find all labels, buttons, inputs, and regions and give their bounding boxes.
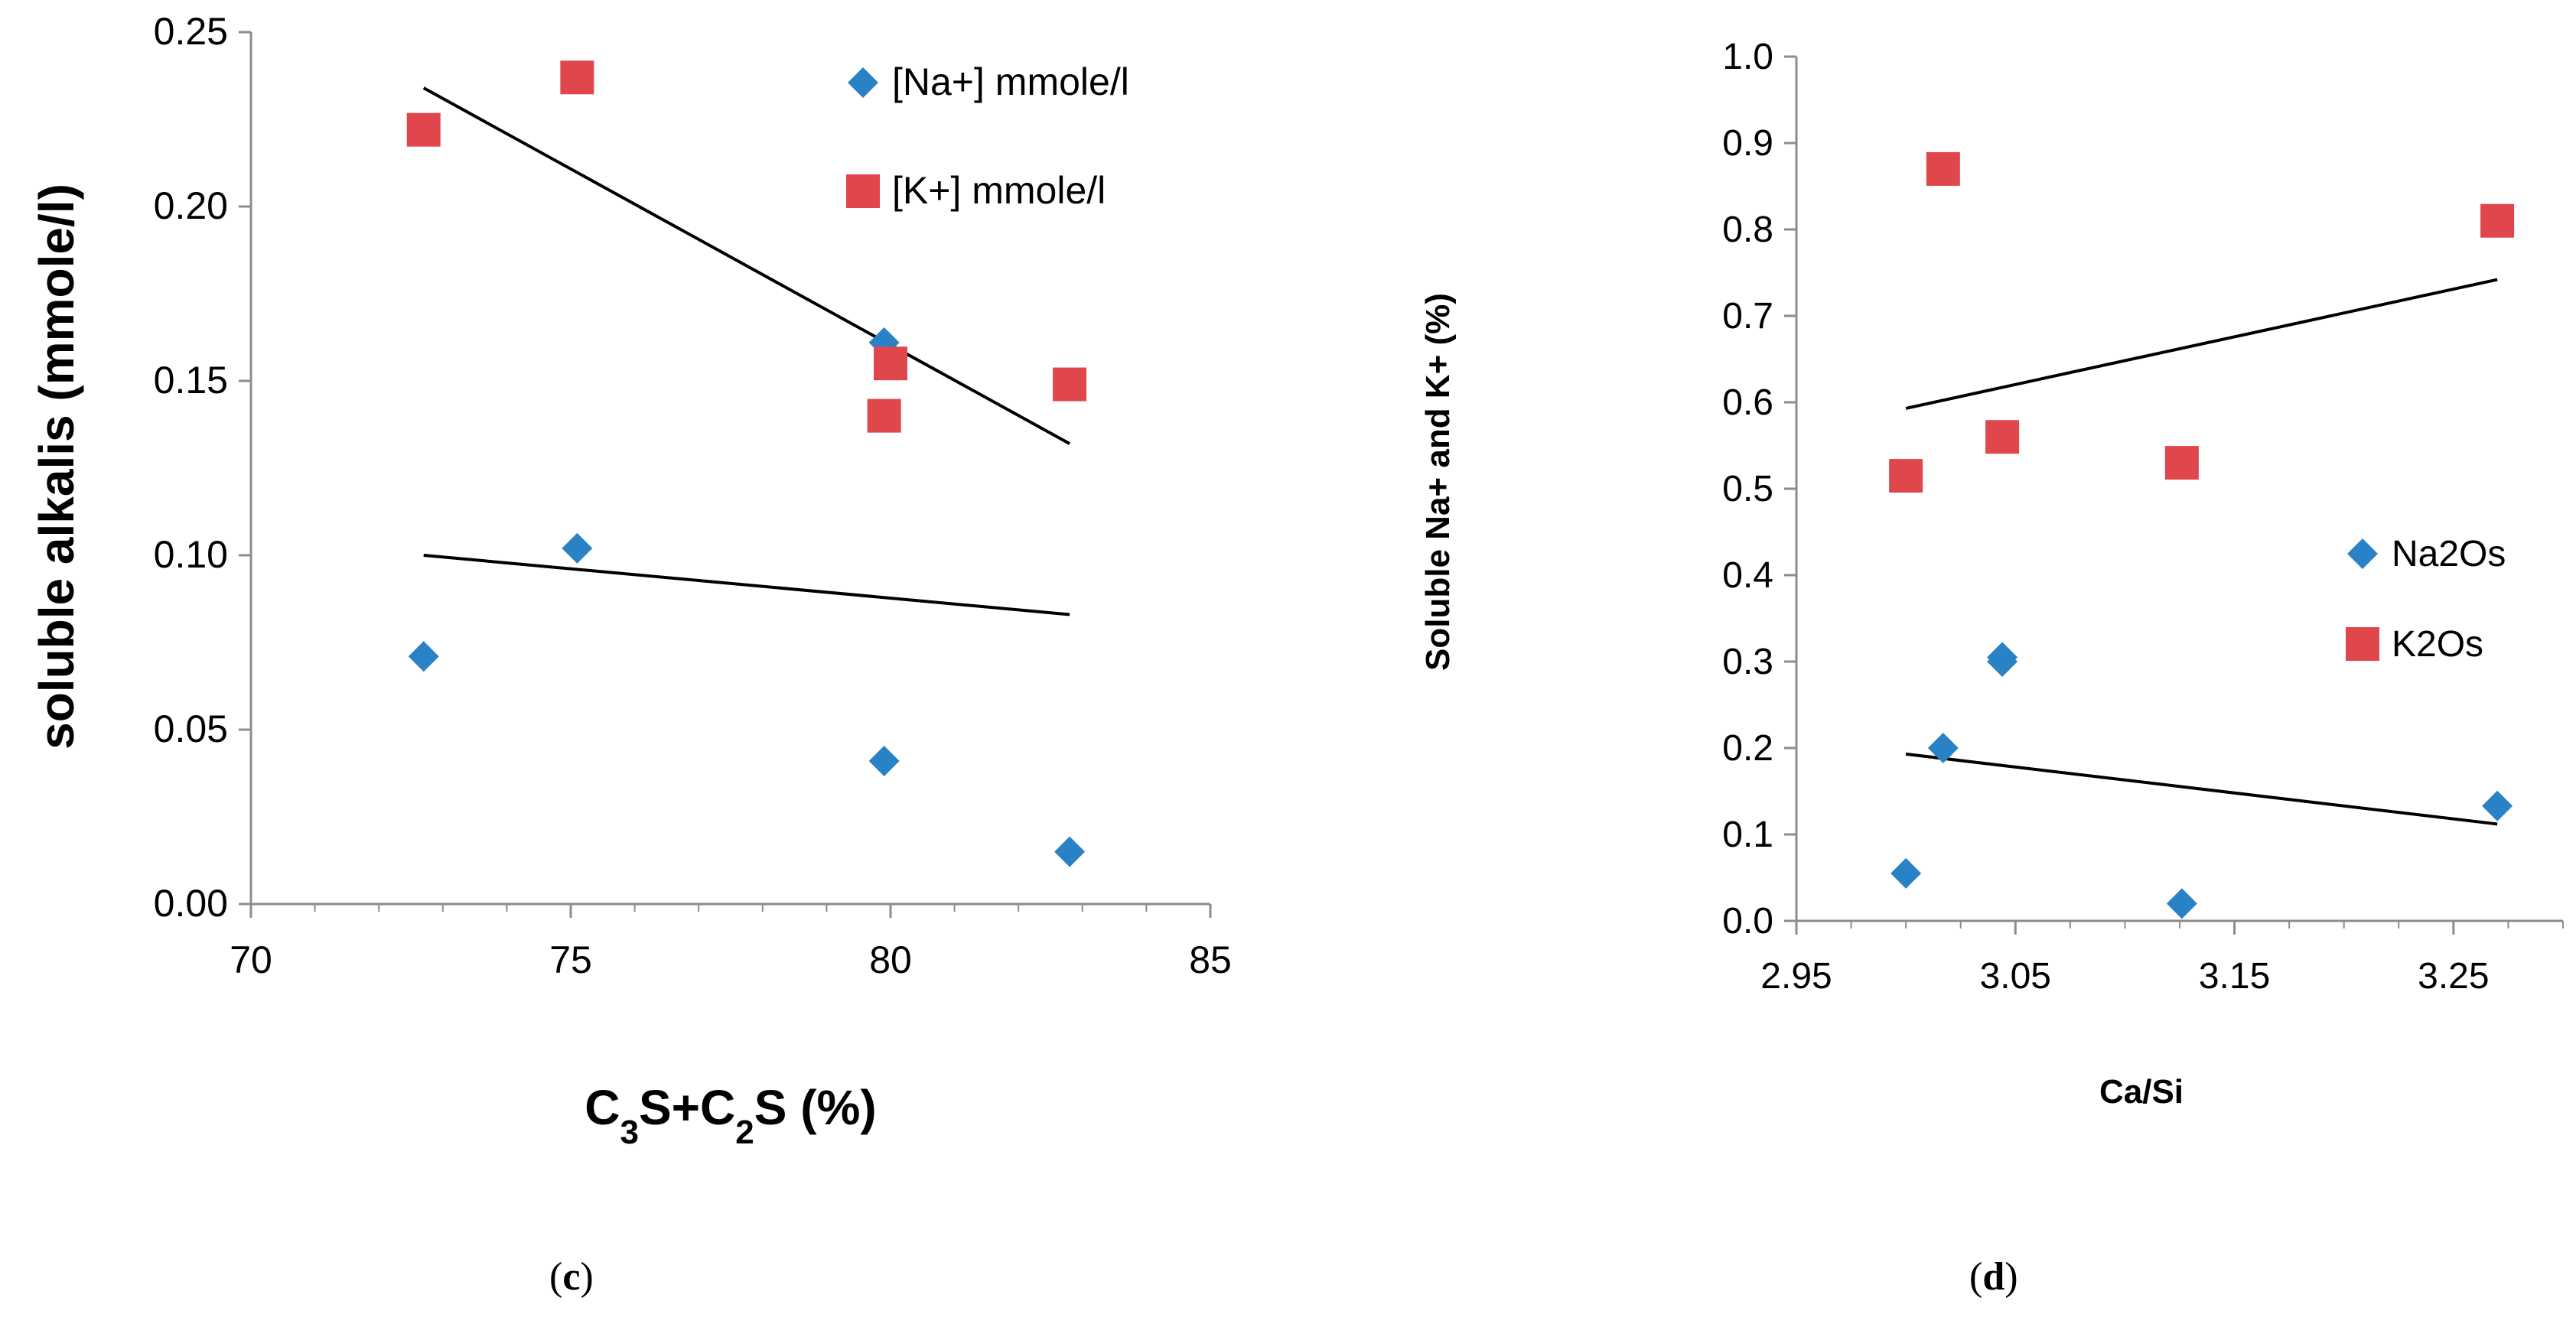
y-tick-label: 0.1 bbox=[1722, 815, 1773, 855]
x-tick-label: 3.05 bbox=[1980, 956, 2051, 997]
data-point-na bbox=[1987, 642, 2018, 673]
x-axis-title: Ca/Si bbox=[2099, 1073, 2184, 1111]
trendline-na bbox=[1905, 752, 2498, 826]
data-point-na bbox=[2482, 790, 2513, 821]
legend-label-na: [Na+] mmole/l bbox=[892, 60, 1129, 103]
y-tick-label: 0.10 bbox=[154, 533, 228, 576]
y-tick-label: 0.9 bbox=[1722, 123, 1773, 164]
legend-label-na: Na2Os bbox=[2392, 534, 2506, 574]
trendline-na bbox=[423, 554, 1070, 616]
y-tick-label: 0.15 bbox=[154, 359, 228, 402]
data-point-k bbox=[2164, 446, 2199, 480]
panel-caption-c: (c) bbox=[549, 1255, 594, 1299]
scatter-chart-d: 0.0 0.1 0.2 0.3 0.4 0.5 0.6 0.7 0.8 0.9 1.0 2.95 3.0… bbox=[1419, 37, 2564, 1111]
data-point-k bbox=[560, 60, 594, 95]
data-point-k bbox=[1985, 420, 2020, 454]
data-point-na bbox=[868, 746, 900, 777]
x-tick-label: 85 bbox=[1189, 938, 1232, 981]
chart-panel-d: 0.0 0.1 0.2 0.3 0.4 0.5 0.6 0.7 0.8 0.9 1.0 2.95 3.0… bbox=[1288, 0, 2576, 1327]
data-point-na bbox=[562, 532, 593, 564]
x-tick-label: 75 bbox=[549, 938, 592, 981]
y-axis-title: soluble alkalis (mmole/l) bbox=[29, 184, 84, 750]
legend-marker-na bbox=[2347, 538, 2378, 569]
y-tick-label: 0.3 bbox=[1722, 642, 1773, 682]
panel-caption-d: (d) bbox=[1969, 1255, 2018, 1299]
y-tick-label: 0.0 bbox=[1722, 901, 1773, 942]
y-tick-label: 0.2 bbox=[1722, 728, 1773, 769]
data-point-k bbox=[406, 112, 441, 147]
data-point-k bbox=[1889, 459, 1923, 493]
y-tick-label: 0.5 bbox=[1722, 469, 1773, 509]
data-point-na bbox=[2166, 888, 2197, 919]
y-tick-label: 0.00 bbox=[154, 882, 228, 925]
y-tick-label: 0.05 bbox=[154, 707, 228, 750]
y-tick-label: 0.20 bbox=[154, 184, 228, 227]
legend-marker-k bbox=[2346, 627, 2379, 661]
y-tick-label: 0.6 bbox=[1722, 382, 1773, 423]
data-point-k bbox=[1926, 151, 1960, 186]
legend-marker-na bbox=[848, 67, 878, 98]
x-tick-label: 80 bbox=[869, 938, 912, 981]
legend-label-k: [K+] mmole/l bbox=[892, 169, 1106, 212]
x-tick-label: 3.25 bbox=[2418, 956, 2489, 997]
x-tick-label: 2.95 bbox=[1760, 956, 1832, 997]
x-tick-label: 3.15 bbox=[2199, 956, 2270, 997]
data-point-k bbox=[867, 398, 901, 433]
data-point-k bbox=[874, 346, 907, 381]
trendline-k bbox=[1905, 278, 2498, 410]
legend-marker-k bbox=[846, 174, 880, 208]
y-tick-label: 0.25 bbox=[154, 10, 228, 53]
data-point-na bbox=[408, 641, 439, 672]
x-axis-title: C3S+C2S (%) bbox=[585, 1080, 876, 1151]
y-tick-label: 1.0 bbox=[1722, 37, 1773, 77]
chart-panel-c: 0.00 0.05 0.10 0.15 0.20 0.25 70 75 80 85 [Na+] mm… bbox=[29, 10, 1232, 1299]
data-point-na bbox=[1890, 857, 1922, 889]
y-tick-label: 0.8 bbox=[1722, 210, 1773, 250]
y-tick-label: 0.4 bbox=[1722, 555, 1773, 596]
y-axis-title: Soluble Na+ and K+ (%) bbox=[1419, 293, 1457, 671]
x-tick-label: 70 bbox=[230, 938, 272, 981]
data-point-k bbox=[1053, 367, 1087, 402]
scatter-chart-c: 0.00 0.05 0.10 0.15 0.20 0.25 70 75 80 85 [Na+] mm… bbox=[29, 10, 1232, 1151]
y-tick-label: 0.7 bbox=[1722, 296, 1773, 337]
data-point-k bbox=[2480, 203, 2515, 238]
data-point-na bbox=[1054, 836, 1086, 867]
trendline-k bbox=[422, 86, 1071, 445]
data-point-na bbox=[1927, 733, 1959, 763]
legend-label-k: K2Os bbox=[2392, 624, 2483, 665]
